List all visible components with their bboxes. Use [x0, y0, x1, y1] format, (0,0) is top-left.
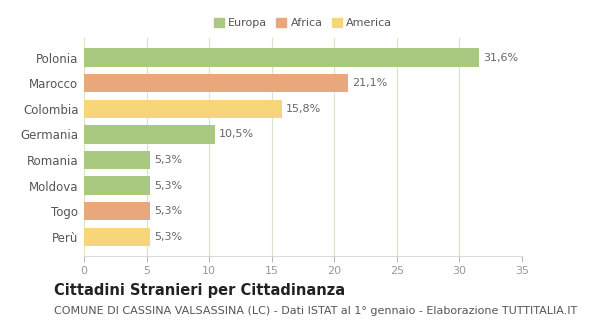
Text: 31,6%: 31,6%	[483, 52, 518, 62]
Bar	[84, 125, 215, 144]
Text: 21,1%: 21,1%	[352, 78, 387, 88]
Text: 5,3%: 5,3%	[154, 155, 182, 165]
Bar	[84, 176, 151, 195]
Text: 15,8%: 15,8%	[286, 104, 321, 114]
Text: 10,5%: 10,5%	[219, 129, 254, 140]
Text: Cittadini Stranieri per Cittadinanza: Cittadini Stranieri per Cittadinanza	[54, 283, 345, 298]
Bar	[84, 100, 282, 118]
Text: 5,3%: 5,3%	[154, 232, 182, 242]
Text: 5,3%: 5,3%	[154, 180, 182, 191]
Bar	[84, 74, 348, 92]
Bar	[84, 202, 151, 220]
Text: COMUNE DI CASSINA VALSASSINA (LC) - Dati ISTAT al 1° gennaio - Elaborazione TUTT: COMUNE DI CASSINA VALSASSINA (LC) - Dati…	[54, 306, 577, 316]
Bar	[84, 228, 151, 246]
Bar	[84, 151, 151, 169]
Legend: Europa, Africa, America: Europa, Africa, America	[212, 16, 394, 30]
Text: 5,3%: 5,3%	[154, 206, 182, 216]
Bar	[84, 48, 479, 67]
